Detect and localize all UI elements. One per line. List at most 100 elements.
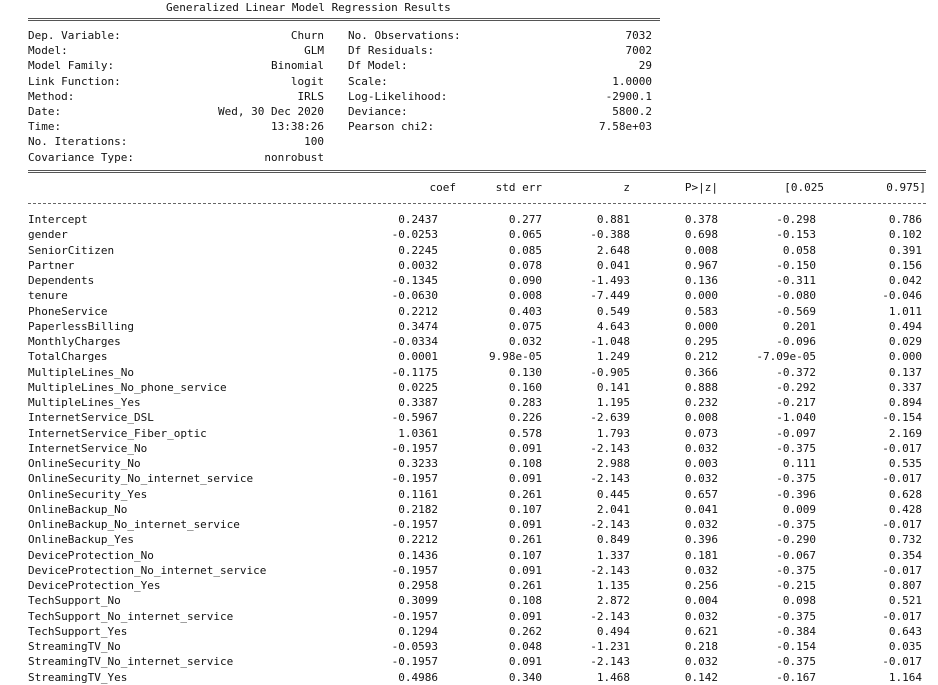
ci-lower-value: -0.375 [776,655,816,669]
table-row: PhoneService 0.2212 0.403 0.549 0.583 -0.569 1… [28,304,928,319]
term-name: TechSupport_Yes [28,624,128,638]
summary-label: Scale: [348,74,388,88]
std-err-value: 0.130 [508,365,542,379]
summary-value: 29 [638,59,652,73]
term-name: OnlineSecurity_No_internet_service [28,472,254,486]
p-value: 0.218 [684,640,718,653]
ci-lower-value: -0.384 [776,624,816,638]
ci-lower-value: -0.215 [776,579,816,592]
ci-upper-value: 0.337 [888,380,922,394]
col-pvalue: P>|z| [684,181,718,194]
ci-lower-value: -7.09e-05 [756,350,816,364]
std-err-value: 0.107 [508,502,542,516]
ci-lower-value: -0.375 [776,609,816,623]
std-err-value: 0.091 [508,441,542,455]
ci-lower-value: -0.150 [776,258,816,272]
summary-row: Link Function: logit Scale: 1.0000 [28,74,660,89]
term-name: PaperlessBilling [28,319,134,333]
ci-upper-value: 0.535 [888,457,922,470]
summary-label: Method: [28,89,75,103]
ci-upper-value: -0.017 [882,441,922,455]
z-value: 4.643 [596,319,630,333]
table-row: Intercept 0.2437 0.277 0.881 0.378 -0.298 0.78… [28,212,928,227]
summary-value: IRLS [297,89,325,103]
summary-row: No. Iterations: 100 [28,134,660,149]
ci-upper-value: 0.000 [888,350,922,364]
z-value: 0.141 [596,380,630,394]
z-value: -2.143 [590,518,630,531]
summary-label: Log-Likelihood: [348,89,448,103]
z-value: 2.648 [596,243,630,257]
table-row: MultipleLines_No -0.1175 0.130 -0.905 0.366 -… [28,365,928,380]
summary-value: GLM [304,44,324,58]
coef-value: -0.5967 [391,411,438,425]
std-err-value: 0.283 [508,396,542,409]
std-err-value: 0.261 [508,533,542,547]
ci-lower-value: -0.372 [776,365,816,379]
ci-lower-value: -0.396 [776,487,816,501]
std-err-value: 0.078 [508,258,542,272]
table-row: OnlineBackup_No 0.2182 0.107 2.041 0.041 0.00… [28,502,928,517]
term-name: DeviceProtection_Yes [28,579,161,592]
z-value: 2.988 [596,457,630,470]
summary-row: Time: 13:38:26 Pearson chi2: 7.58e+03 [28,119,660,134]
summary-value: 7002 [625,44,653,58]
table-row: TechSupport_No 0.3099 0.108 2.872 0.004 0.098… [28,593,928,608]
summary-label: Covariance Type: [28,150,134,164]
table-row: DeviceProtection_No 0.1436 0.107 1.337 0.181… [28,548,928,563]
table-row: StreamingTV_No -0.0593 0.048 -1.231 0.218 -0.… [28,639,928,654]
coef-value: -0.0253 [391,228,438,242]
z-value: 2.041 [596,502,630,516]
p-value: 0.032 [684,655,718,669]
term-name: tenure [28,289,68,303]
coef-value: 0.0032 [398,258,438,272]
p-value: 0.003 [684,457,718,470]
coef-value: 0.1161 [398,487,438,501]
coef-value: 0.4986 [398,670,438,684]
term-name: TechSupport_No [28,594,121,608]
ci-lower-value: -0.096 [776,335,816,348]
summary-label: Df Model: [348,59,408,73]
ci-upper-value: 0.029 [888,335,922,348]
ci-lower-value: -0.298 [776,213,816,226]
std-err-value: 0.108 [508,594,542,608]
ci-upper-value: -0.154 [882,411,922,425]
std-err-value: 0.090 [508,274,542,287]
ci-upper-value: 0.807 [888,579,922,592]
std-err-value: 0.032 [508,335,542,348]
summary-value: 7.58e+03 [599,120,652,134]
col-ci-lower: [0.025 [784,181,824,194]
ci-upper-value: -0.017 [882,472,922,486]
ci-lower-value: 0.058 [782,243,816,257]
ci-upper-value: -0.046 [882,289,922,303]
z-value: 1.337 [596,548,630,562]
coef-value: -0.1957 [391,655,438,669]
coef-value: 0.3233 [398,457,438,470]
std-err-value: 0.048 [508,640,542,653]
p-value: 0.698 [684,228,718,242]
ci-lower-value: 0.201 [782,319,816,333]
coef-value: 0.3387 [398,396,438,409]
ci-lower-value: -0.311 [776,274,816,287]
coef-value: 1.0361 [398,426,438,440]
term-name: Dependents [28,274,95,287]
z-value: 0.494 [596,624,630,638]
std-err-value: 0.277 [508,213,542,226]
col-ci-upper: 0.975] [886,181,926,194]
table-row: TechSupport_No_internet_service -0.1957 0.… [28,609,928,624]
ci-upper-value: 0.643 [888,624,922,638]
ci-upper-value: -0.017 [882,563,922,577]
ci-upper-value: 0.102 [888,228,922,242]
summary-value: -2900.1 [605,89,652,103]
table-row: InternetService_Fiber_optic 1.0361 0.578 1.… [28,426,928,441]
coef-table-header: coef std err z P>|z| [0.025 0.975] [28,180,928,196]
z-value: -1.231 [590,640,630,653]
table-row: OnlineSecurity_No_internet_service -0.195… [28,471,928,486]
coef-value: -0.0593 [391,640,438,653]
term-name: MonthlyCharges [28,335,121,348]
p-value: 0.136 [684,274,718,287]
col-z: z [623,181,630,194]
std-err-value: 0.085 [508,243,542,257]
p-value: 0.008 [684,411,718,425]
ci-upper-value: -0.017 [882,609,922,623]
